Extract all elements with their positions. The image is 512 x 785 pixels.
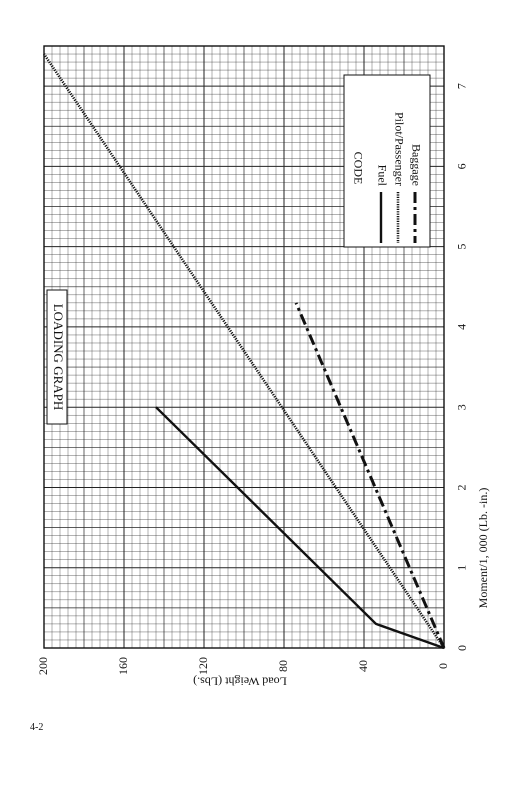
x-tick-label: 3 xyxy=(455,404,469,410)
tick-labels: 0 1 2 3 4 5 6 7 0 40 80 120 160 200 xyxy=(36,83,469,675)
x-tick-label: 0 xyxy=(455,645,469,651)
x-tick-label: 7 xyxy=(455,83,469,89)
x-tick-label: 2 xyxy=(455,484,469,490)
plot-frame xyxy=(43,45,445,649)
y-tick-label: 80 xyxy=(276,660,290,672)
x-tick-label: 5 xyxy=(455,244,469,250)
legend-label-fuel: Fuel xyxy=(375,165,389,187)
x-tick-label: 1 xyxy=(455,565,469,571)
x-axis-label: Moment/1, 000 (Lb. -in.) xyxy=(476,488,490,609)
legend-label-pilot-passenger: Pilot/Passenger xyxy=(392,112,406,186)
legend: CODE Fuel Pilot/Passenger Baggage xyxy=(343,74,431,248)
page-number: 4-2 xyxy=(30,722,44,733)
y-tick-label: 120 xyxy=(196,657,210,675)
y-tick-label: 160 xyxy=(116,657,130,675)
x-tick-label: 4 xyxy=(455,324,469,330)
series-lines xyxy=(42,53,446,650)
series-line-pilot-passenger xyxy=(42,53,446,649)
x-tick-label: 6 xyxy=(455,163,469,169)
chart-title-box: LOADING GRAPH xyxy=(46,289,68,425)
y-axis-label: Load Weight (Lbs.) xyxy=(193,674,287,688)
series-line-fuel xyxy=(155,406,445,650)
y-tick-label: 200 xyxy=(36,657,50,675)
legend-label-baggage: Baggage xyxy=(409,144,423,186)
y-tick-label: 0 xyxy=(436,663,450,669)
series-line-baggage xyxy=(294,302,446,649)
legend-title: CODE xyxy=(351,152,365,185)
y-tick-label: 40 xyxy=(356,660,370,672)
chart-title: LOADING GRAPH xyxy=(51,304,66,411)
